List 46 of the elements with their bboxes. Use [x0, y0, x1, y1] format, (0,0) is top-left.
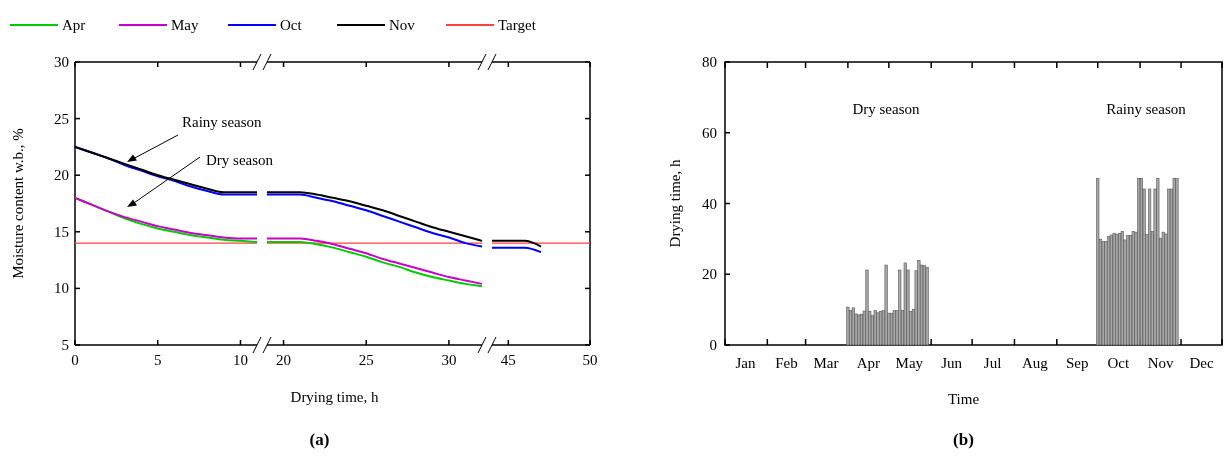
y-tick-label: 60: [702, 124, 717, 141]
x-tick-label: 5: [153, 352, 162, 368]
x-tick-label: Mar: [813, 355, 839, 371]
legend-label: Apr: [62, 17, 86, 33]
x-tick-label: 10: [232, 352, 248, 368]
y-tick-label: 40: [702, 195, 717, 212]
x-tick-label: 25: [358, 352, 374, 368]
y-tick-label: 80: [702, 54, 717, 70]
y-tick-label: 20: [702, 266, 717, 283]
annotation: Dry season: [206, 152, 274, 168]
x-tick-label: Dec: [1189, 355, 1214, 371]
x-axis-title: Drying time, h: [290, 389, 379, 405]
x-tick-label: Nov: [1147, 355, 1174, 371]
y-axis-title: Moisture content w.b., %: [10, 128, 26, 279]
y-axis-title: Drying time, h: [667, 159, 683, 248]
y-tick-label: 10: [54, 280, 69, 297]
x-tick-label: Jan: [735, 355, 756, 371]
x-tick-label: Feb: [775, 355, 798, 371]
x-tick-label: 50: [582, 352, 598, 368]
x-tick-label: Aug: [1022, 355, 1049, 371]
x-tick-label: Jul: [983, 355, 1002, 371]
x-axis-title: Time: [947, 391, 980, 407]
y-tick-label: 15: [54, 223, 69, 240]
annotation: Rainy season: [1106, 101, 1187, 117]
legend-label: Oct: [280, 17, 303, 33]
x-tick-label: May: [895, 355, 924, 371]
annotation: Dry season: [852, 101, 921, 117]
x-tick-label: Apr: [856, 355, 881, 371]
x-tick-label: Jun: [941, 355, 963, 371]
y-tick-label: 5: [61, 337, 69, 353]
text: (a): [309, 430, 330, 449]
x-tick-label: Sep: [1066, 355, 1089, 371]
legend-label: Nov: [389, 17, 416, 33]
y-tick-label: 25: [54, 110, 69, 127]
legend-label: May: [171, 17, 199, 33]
legend-label: Target: [498, 17, 537, 33]
x-tick-label: 20: [276, 352, 292, 368]
x-tick-label: Oct: [1107, 355, 1130, 371]
x-tick-label: 0: [71, 352, 79, 368]
y-tick-label: 0: [709, 337, 717, 353]
y-tick-label: 30: [54, 54, 69, 70]
y-tick-label: 20: [54, 167, 69, 184]
text: (b): [953, 430, 974, 449]
x-tick-label: 30: [441, 352, 457, 368]
x-tick-label: 45: [500, 352, 516, 368]
annotation: Rainy season: [182, 114, 263, 130]
